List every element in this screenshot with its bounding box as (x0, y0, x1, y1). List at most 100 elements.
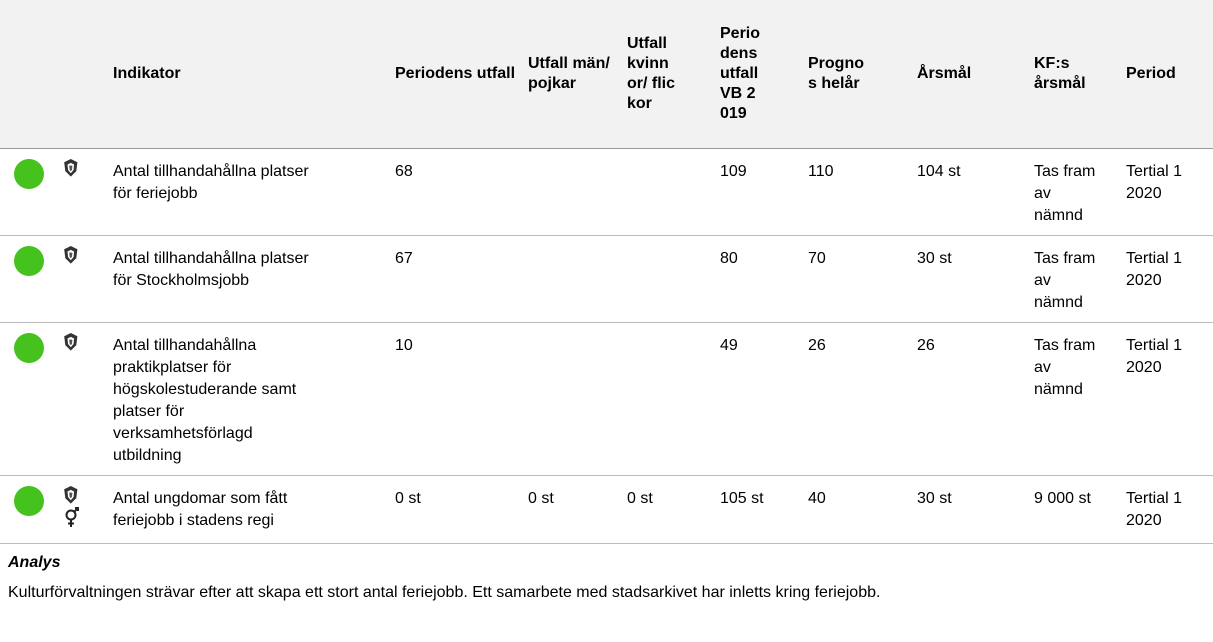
header-text: Periodens utfall VB 2019 (720, 25, 761, 122)
cell-text: 30 st (917, 490, 952, 507)
value-cell: 105 st (712, 475, 800, 544)
cell-text: 0 st (528, 490, 554, 507)
header-row: Indikator Periodens utfall Utfall män/ poj… (0, 0, 1213, 149)
cell-text: 40 (808, 490, 826, 507)
header-text: Period (1126, 65, 1176, 82)
cell-text: 49 (720, 337, 738, 354)
status-dot (14, 246, 44, 276)
value-cell: 26 (909, 322, 1026, 476)
value-cell: 9 000 st (1026, 475, 1118, 544)
status-icons (0, 475, 105, 544)
cell-text: 30 st (917, 250, 952, 267)
cell-text: Tas fram av nämnd (1034, 337, 1096, 398)
indicator-cell: Antal ungdomar som fått feriejobb i stad… (105, 475, 387, 544)
indicator-cell: Antal tillhandahållna platser för Stockh… (105, 235, 387, 323)
value-cell: 0 st (387, 475, 520, 544)
cell-text: 0 st (627, 490, 653, 507)
value-cell: 68 (387, 148, 520, 236)
header-text: Periodens utfall (395, 65, 516, 82)
icons (14, 159, 78, 189)
header-text: Prognos helår (808, 55, 864, 92)
icons (14, 486, 79, 527)
column-header: Utfall män/ pojkar (520, 0, 619, 149)
cell-text: 67 (395, 250, 413, 267)
table-row: Antal tillhandahållna praktikplatser för… (0, 322, 1213, 476)
cell-text: 26 (808, 337, 826, 354)
gender-icon (65, 507, 79, 527)
value-cell: 49 (712, 322, 800, 476)
value-cell (619, 148, 712, 236)
value-cell: 109 (712, 148, 800, 236)
value-cell: 80 (712, 235, 800, 323)
cell-text: Tertial 1 2020 (1126, 163, 1183, 202)
table-row: Antal ungdomar som fått feriejobb i stad… (0, 475, 1213, 544)
status-dot (14, 159, 44, 189)
icons (14, 333, 78, 363)
cell-text: 26 (917, 337, 935, 354)
table-row: Antal tillhandahållna platser för Stockh… (0, 235, 1213, 323)
cell-text: 104 st (917, 163, 961, 180)
header-text: Indikator (113, 65, 181, 82)
value-cell (520, 235, 619, 323)
cell-text: Tas fram av nämnd (1034, 163, 1096, 224)
cell-text: Antal tillhandahållna praktikplatser för… (113, 337, 297, 464)
column-header: KF:s årsmål (1026, 0, 1118, 149)
shield-icon (64, 486, 78, 504)
header-text: Utfall kvinnor/ flickor (627, 35, 676, 112)
value-cell: 30 st (909, 475, 1026, 544)
analysis: Analys Kulturförvaltningen strävar efter… (0, 544, 1213, 604)
header-text: Utfall män/ pojkar (528, 55, 610, 92)
shield-icon (64, 246, 78, 264)
status-dot (14, 486, 44, 516)
header-text: Årsmål (917, 65, 972, 82)
indicator-table: Indikator Periodens utfall Utfall män/ poj… (0, 0, 1213, 544)
value-cell: Tas fram av nämnd (1026, 148, 1118, 236)
value-cell: 0 st (619, 475, 712, 544)
cell-text: Tertial 1 2020 (1126, 250, 1183, 289)
column-header: Period (1118, 0, 1213, 149)
table-body: Antal tillhandahållna platser för feriej… (0, 148, 1213, 544)
cell-text: 105 st (720, 490, 764, 507)
cell-text: 70 (808, 250, 826, 267)
analysis-title: Analys (8, 554, 61, 571)
value-cell (520, 322, 619, 476)
cell-text: Antal tillhandahållna platser för feriej… (113, 163, 309, 202)
shield-icon (64, 159, 78, 177)
indicator-cell: Antal tillhandahållna platser för feriej… (105, 148, 387, 236)
cell-text: Tas fram av nämnd (1034, 250, 1096, 311)
value-cell (619, 322, 712, 476)
table-row: Antal tillhandahållna platser för feriej… (0, 148, 1213, 236)
column-header: Utfall kvinnor/ flickor (619, 0, 712, 149)
value-cell: 67 (387, 235, 520, 323)
cell-text: Antal tillhandahållna platser för Stockh… (113, 250, 309, 289)
value-cell: 0 st (520, 475, 619, 544)
column-header: Periodens utfall (387, 0, 520, 149)
cell-text: Tertial 1 2020 (1126, 490, 1183, 529)
cell-text: 109 (720, 163, 747, 180)
cell-text: 110 (808, 163, 834, 180)
analysis-text: Kulturförvaltningen strävar efter att sk… (8, 584, 881, 601)
value-cell: Tertial 1 2020 (1118, 235, 1213, 323)
value-cell: 40 (800, 475, 909, 544)
column-header: Periodens utfall VB 2019 (712, 0, 800, 149)
indicator-cell: Antal tillhandahållna praktikplatser för… (105, 322, 387, 476)
value-cell: Tertial 1 2020 (1118, 148, 1213, 236)
icons (14, 246, 78, 276)
value-cell: Tertial 1 2020 (1118, 322, 1213, 476)
shield-icon (64, 333, 78, 351)
status-icons (0, 148, 105, 236)
value-cell (619, 235, 712, 323)
value-cell: 110 (800, 148, 909, 236)
icon-header (0, 0, 105, 149)
cell-text: 80 (720, 250, 738, 267)
column-header: Indikator (105, 0, 387, 149)
value-cell: 104 st (909, 148, 1026, 236)
cell-text: 10 (395, 337, 413, 354)
status-icons (0, 322, 105, 476)
value-cell: 26 (800, 322, 909, 476)
column-header: Årsmål (909, 0, 1026, 149)
value-cell (520, 148, 619, 236)
cell-text: 0 st (395, 490, 421, 507)
value-cell: Tertial 1 2020 (1118, 475, 1213, 544)
